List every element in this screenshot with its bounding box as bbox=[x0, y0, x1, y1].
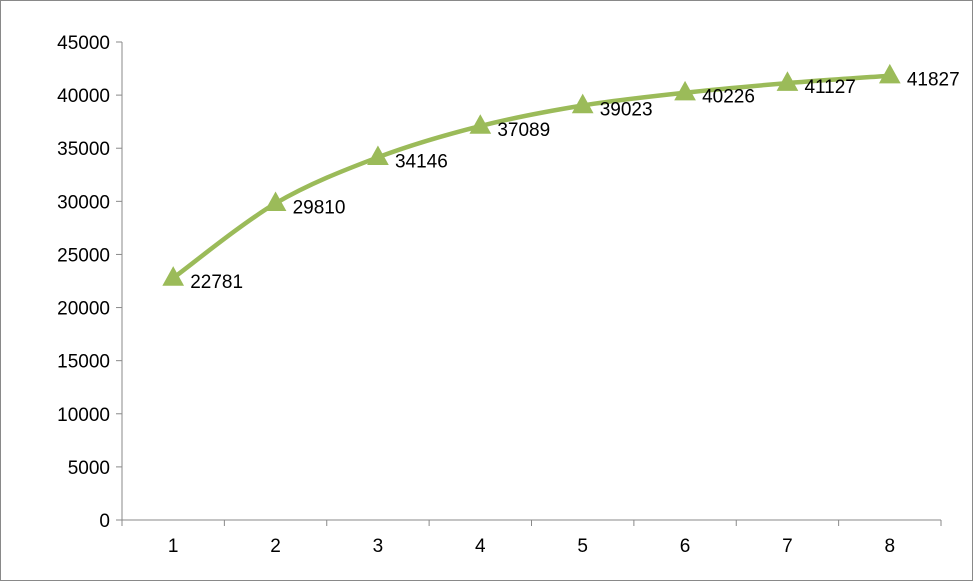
triangle-marker bbox=[776, 71, 799, 91]
y-tick-label: 10000 bbox=[57, 405, 110, 426]
y-tick-label: 30000 bbox=[57, 192, 110, 213]
y-tick-label: 20000 bbox=[57, 299, 110, 320]
y-tick-label: 15000 bbox=[57, 352, 110, 373]
data-label: 41127 bbox=[804, 77, 855, 98]
y-tick-label: 5000 bbox=[68, 458, 110, 479]
data-label: 29810 bbox=[293, 197, 346, 218]
series-lines bbox=[170, 73, 893, 281]
y-tick-label: 0 bbox=[99, 511, 110, 532]
triangle-marker bbox=[162, 266, 185, 286]
y-tick-label: 40000 bbox=[57, 86, 110, 107]
triangle-marker bbox=[674, 80, 696, 101]
triangle-marker bbox=[878, 63, 901, 84]
series-line bbox=[170, 73, 893, 281]
y-tick-label: 45000 bbox=[57, 33, 110, 54]
x-tick-label: 5 bbox=[577, 536, 588, 557]
triangle-marker bbox=[571, 93, 594, 114]
y-axis-tick-labels: 0 5000 10000 15000 20000 25000 30000 35000 40000… bbox=[57, 33, 110, 532]
data-label: 34146 bbox=[395, 151, 448, 172]
data-label: 22781 bbox=[190, 272, 243, 293]
x-tick-label: 7 bbox=[782, 536, 793, 557]
data-label: 39023 bbox=[600, 99, 653, 120]
x-tick-label: 1 bbox=[168, 536, 179, 557]
x-tick-label: 6 bbox=[680, 536, 691, 557]
data-label: 40226 bbox=[702, 87, 755, 108]
data-label: 41827 bbox=[907, 70, 960, 91]
x-tick-label: 2 bbox=[270, 536, 281, 557]
triangle-marker bbox=[264, 191, 287, 212]
axes bbox=[116, 41, 942, 526]
data-markers bbox=[162, 63, 901, 286]
x-tick-label: 3 bbox=[373, 536, 384, 557]
y-tick-label: 35000 bbox=[57, 139, 110, 160]
data-label: 37089 bbox=[497, 120, 550, 141]
x-tick-label: 8 bbox=[885, 536, 896, 557]
triangle-marker bbox=[367, 145, 389, 165]
x-tick-label: 4 bbox=[475, 536, 486, 557]
x-axis-tick-labels: 1 2 3 4 5 6 7 8 bbox=[168, 536, 895, 557]
triangle-marker bbox=[469, 114, 492, 134]
data-labels: 22781 29810 34146 37089 39023 40226 41127 41827 bbox=[190, 70, 959, 293]
y-tick-label: 25000 bbox=[57, 245, 110, 266]
